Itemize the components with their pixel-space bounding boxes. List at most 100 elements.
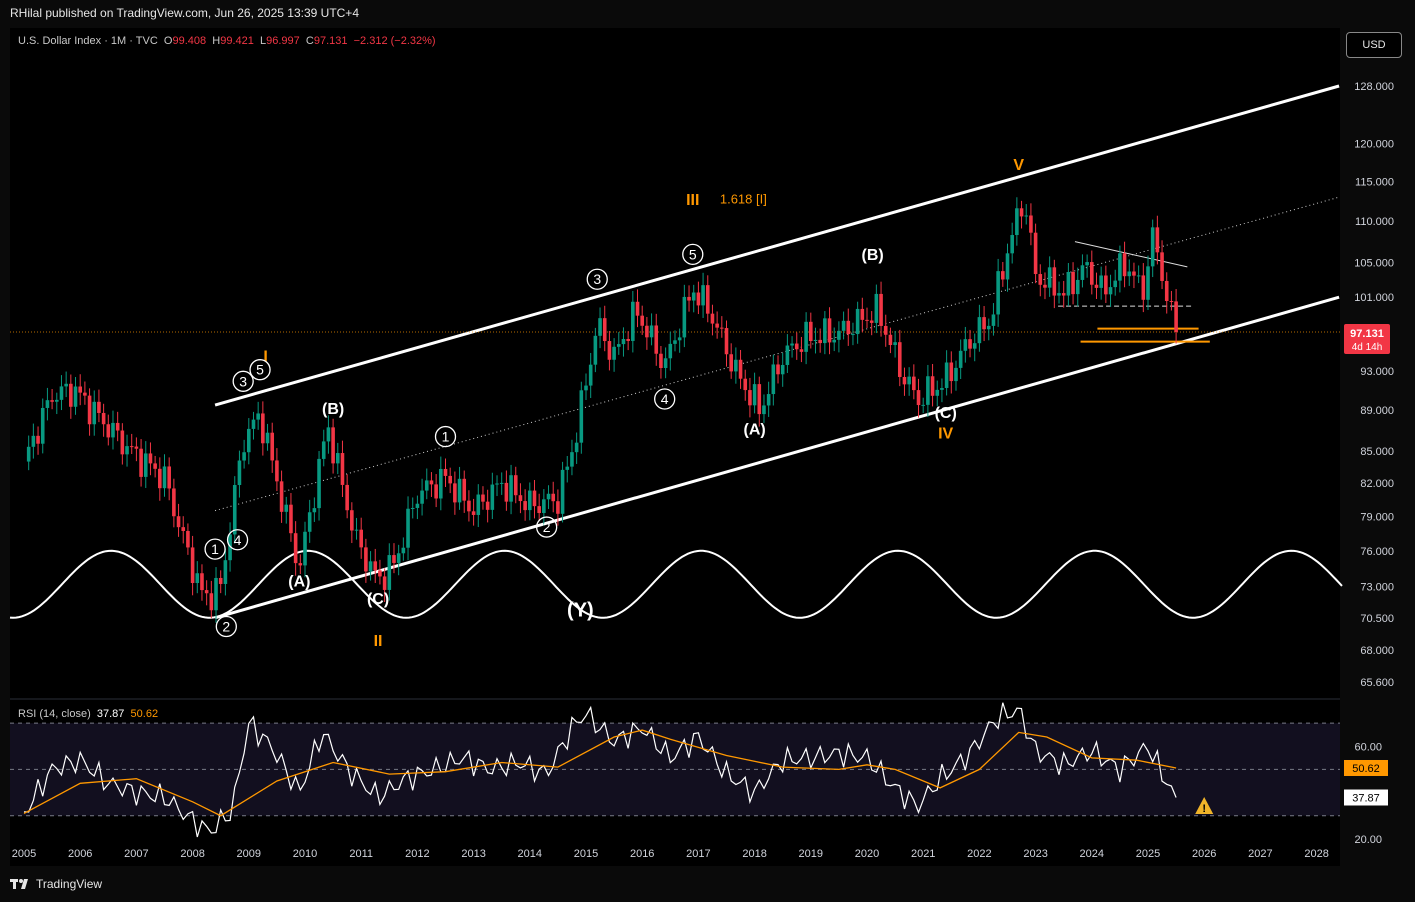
candle-body[interactable] [293,533,298,564]
candle-body[interactable] [832,339,837,343]
candle-body[interactable] [1075,279,1080,295]
candle-body[interactable] [83,392,87,396]
candle-body[interactable] [986,325,991,330]
candle-body[interactable] [645,325,649,338]
candle-body[interactable] [949,362,954,382]
candle-body[interactable] [691,292,696,301]
candle-body[interactable] [261,413,265,444]
candle-body[interactable] [476,494,481,515]
candle-body[interactable] [31,435,36,447]
candle-body[interactable] [176,516,181,528]
candle-body[interactable] [631,301,635,341]
candle-body[interactable] [874,293,879,323]
candle-body[interactable] [382,576,387,590]
candle-body[interactable] [809,321,813,342]
candle-body[interactable] [724,328,729,355]
candle-body[interactable] [696,292,701,306]
candle-body[interactable] [752,384,757,406]
candle-body[interactable] [663,358,668,368]
candle-body[interactable] [677,337,682,341]
candle-body[interactable] [612,346,616,360]
candle-body[interactable] [1169,301,1174,303]
candle-body[interactable] [823,318,827,344]
candle-body[interactable] [251,419,256,429]
candle-body[interactable] [167,466,171,489]
candle-body[interactable] [181,527,186,531]
candle-body[interactable] [237,460,242,486]
candle-body[interactable] [499,482,504,484]
candle-body[interactable] [415,503,420,508]
candle-body[interactable] [790,343,794,346]
candle-body[interactable] [1122,253,1127,277]
candle-body[interactable] [200,573,204,591]
candle-body[interactable] [588,364,593,386]
candle-body[interactable] [574,442,579,453]
candle-body[interactable] [851,334,855,336]
channel-upper-line[interactable] [214,84,1340,407]
candle-body[interactable] [935,389,940,396]
candle-body[interactable] [1043,284,1047,288]
candle-body[interactable] [406,508,410,548]
candle-body[interactable] [518,495,523,502]
rsi-ma-line[interactable] [23,729,1177,817]
candle-body[interactable] [410,507,415,509]
candle-body[interactable] [490,484,495,510]
candle-body[interactable] [532,490,537,507]
candle-body[interactable] [1010,235,1014,254]
candle-body[interactable] [598,318,602,336]
candle-body[interactable] [467,500,471,512]
candle-body[interactable] [715,323,719,328]
candle-body[interactable] [837,330,841,340]
candle-body[interactable] [78,386,82,393]
candle-body[interactable] [40,407,45,444]
candle-body[interactable] [1033,232,1038,275]
candle-body[interactable] [668,343,673,359]
candle-body[interactable] [45,400,50,408]
candle-body[interactable] [893,342,897,346]
candle-body[interactable] [930,376,935,396]
candle-body[interactable] [368,561,373,572]
candle-body[interactable] [256,413,260,420]
triangle-trendline[interactable] [1074,241,1188,268]
candle-body[interactable] [265,432,270,444]
candle-body[interactable] [1146,266,1150,300]
candle-body[interactable] [307,512,312,532]
candle-body[interactable] [879,293,883,326]
candle-body[interactable] [513,475,518,496]
candle-body[interactable] [846,320,851,335]
candle-body[interactable] [1024,215,1029,217]
candle-body[interactable] [682,296,687,338]
candle-body[interactable] [1118,253,1122,281]
candle-body[interactable] [139,448,143,477]
candle-body[interactable] [982,317,986,330]
candle-body[interactable] [720,327,724,329]
candle-body[interactable] [1080,265,1085,280]
candle-body[interactable] [50,400,54,402]
candle-body[interactable] [1127,271,1132,277]
candle-body[interactable] [340,453,345,485]
candle-body[interactable] [940,387,944,390]
candle-body[interactable] [73,386,78,407]
candle-body[interactable] [1015,208,1019,236]
candle-body[interactable] [776,364,780,375]
candle-body[interactable] [392,555,396,563]
candle-body[interactable] [734,359,738,372]
candle-body[interactable] [457,478,462,503]
candle-body[interactable] [424,480,429,491]
candle-body[interactable] [944,362,949,388]
candle-body[interactable] [1005,253,1010,280]
candle-body[interactable] [968,339,972,349]
candle-body[interactable] [771,364,776,395]
candle-body[interactable] [607,341,612,360]
candle-body[interactable] [785,345,790,365]
candle-body[interactable] [748,390,752,406]
candle-body[interactable] [378,570,382,577]
candle-body[interactable] [1132,271,1136,276]
candle-body[interactable] [926,376,930,405]
candle-body[interactable] [359,529,363,548]
candle-body[interactable] [794,343,799,350]
candle-body[interactable] [312,508,317,513]
candle-body[interactable] [1160,252,1164,281]
candle-body[interactable] [335,453,340,464]
candle-body[interactable] [963,339,968,351]
